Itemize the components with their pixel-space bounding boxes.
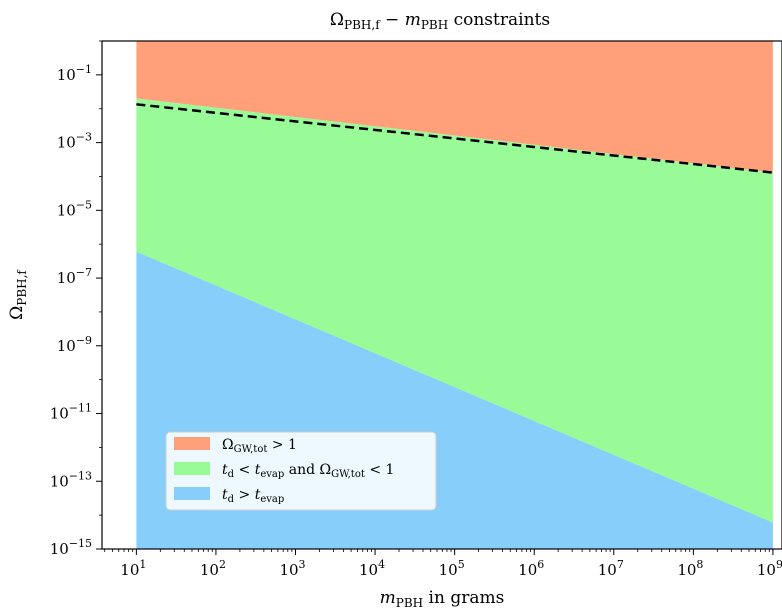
x-tick-base: 10 <box>359 561 378 579</box>
legend-label-gw: ΩGW,tot > 1 <box>222 437 297 455</box>
x-tick-label: 103 <box>279 558 305 579</box>
legend-evap-var2: t <box>255 462 261 478</box>
x-tick-base: 10 <box>757 561 776 579</box>
y-axis-label: ΩPBH,f <box>7 269 29 320</box>
legend: ΩGW,tot > 1 td < tevap and ΩGW,tot < 1 t… <box>165 431 437 511</box>
x-tick-exponent: 9 <box>776 558 782 571</box>
x-tick-exponent: 1 <box>139 558 146 571</box>
y-tick-exponent: −15 <box>69 537 92 550</box>
legend-evap-rest3: < 1 <box>365 462 395 478</box>
y-tick-base: 10 <box>57 201 76 219</box>
x-tick-exponent: 4 <box>378 558 385 571</box>
x-axis-ticks: 101 102 103 104 105 106 107 108 109 <box>104 549 782 579</box>
ylabel-omega-sub: PBH,f <box>15 269 29 306</box>
x-tick-exponent: 2 <box>219 558 226 571</box>
y-tick-label: 10−3 <box>57 131 92 152</box>
y-tick-base: 10 <box>57 269 76 287</box>
x-tick-label: 108 <box>677 558 703 579</box>
x-tick-base: 10 <box>200 561 219 579</box>
title-omega-sub: PBH,f <box>344 18 381 32</box>
legend-evap-sub: d <box>228 469 235 480</box>
x-tick-exponent: 7 <box>617 558 624 571</box>
legend-swatch-evap <box>174 462 210 475</box>
y-tick-exponent: −3 <box>76 131 92 144</box>
legend-label-evap: td < tevap and ΩGW,tot < 1 <box>222 462 394 480</box>
legend-early-sub: d <box>228 494 235 505</box>
x-tick-label: 101 <box>120 558 146 579</box>
y-tick-exponent: −9 <box>76 334 92 347</box>
legend-early-var: t <box>222 487 228 503</box>
xlabel-m-sub: PBH <box>396 596 423 610</box>
title-suffix: constraints <box>448 10 550 30</box>
legend-evap-var2-sub: evap <box>260 469 284 480</box>
title-m: m <box>405 10 421 30</box>
y-tick-base: 10 <box>57 66 76 84</box>
legend-evap-var: t <box>222 462 228 478</box>
x-tick-label: 107 <box>598 558 624 579</box>
title-minus: − <box>380 10 405 30</box>
legend-evap-rest: < <box>234 462 255 478</box>
y-tick-base: 10 <box>57 134 76 152</box>
region-gw <box>136 41 773 173</box>
x-tick-label: 105 <box>439 558 465 579</box>
x-tick-exponent: 3 <box>299 558 306 571</box>
legend-early-var2: t <box>255 487 261 503</box>
x-tick-label: 104 <box>359 558 385 579</box>
y-tick-base: 10 <box>50 472 69 490</box>
y-tick-label: 10−5 <box>57 198 92 219</box>
legend-box <box>165 431 437 511</box>
y-tick-label: 10−15 <box>50 537 92 558</box>
xlabel-suffix: in grams <box>423 588 504 608</box>
x-tick-exponent: 6 <box>537 558 544 571</box>
y-tick-exponent: −5 <box>76 198 92 211</box>
y-tick-base: 10 <box>50 540 69 558</box>
xlabel-m: m <box>380 588 396 608</box>
legend-evap-rest2-sub: GW,tot <box>331 469 365 480</box>
ylabel-omega: Ω <box>7 306 27 320</box>
y-tick-label: 10−9 <box>57 334 92 355</box>
legend-gw-sub: GW,tot <box>234 444 268 455</box>
y-tick-base: 10 <box>57 337 76 355</box>
legend-swatch-gw <box>174 437 210 450</box>
y-tick-exponent: −11 <box>69 402 92 415</box>
x-tick-base: 10 <box>439 561 458 579</box>
x-tick-base: 10 <box>598 561 617 579</box>
x-tick-base: 10 <box>518 561 537 579</box>
legend-gw-var: Ω <box>222 437 234 453</box>
x-tick-label: 106 <box>518 558 544 579</box>
boundary-dashed-line <box>136 103 774 174</box>
boundary-line <box>136 103 774 174</box>
y-tick-exponent: −13 <box>69 469 92 482</box>
legend-evap-rest2: and Ω <box>284 462 331 478</box>
x-axis-label: mPBH in grams <box>380 588 505 610</box>
x-tick-base: 10 <box>677 561 696 579</box>
y-tick-label: 10−1 <box>57 63 92 84</box>
legend-swatch-early <box>174 487 210 500</box>
legend-early-var2-sub: evap <box>260 494 284 505</box>
y-tick-base: 10 <box>50 405 69 423</box>
y-tick-label: 10−11 <box>50 402 92 423</box>
y-tick-exponent: −7 <box>76 266 92 279</box>
region-evap <box>136 98 773 523</box>
x-tick-label: 102 <box>200 558 226 579</box>
title-m-sub: PBH <box>421 18 448 32</box>
legend-label-early: td > tevap <box>222 487 284 505</box>
y-tick-exponent: −1 <box>76 63 92 76</box>
x-tick-base: 10 <box>120 561 139 579</box>
title-omega: Ω <box>330 10 344 30</box>
x-tick-exponent: 5 <box>458 558 465 571</box>
y-tick-label: 10−13 <box>50 469 92 490</box>
y-tick-label: 10−7 <box>57 266 92 287</box>
chart-title: ΩPBH,f − mPBH constraints <box>330 10 550 32</box>
x-tick-exponent: 8 <box>696 558 703 571</box>
x-tick-base: 10 <box>279 561 298 579</box>
legend-early-rest: > <box>234 487 255 503</box>
legend-gw-rest: > 1 <box>267 437 297 453</box>
x-tick-label: 109 <box>757 558 782 579</box>
